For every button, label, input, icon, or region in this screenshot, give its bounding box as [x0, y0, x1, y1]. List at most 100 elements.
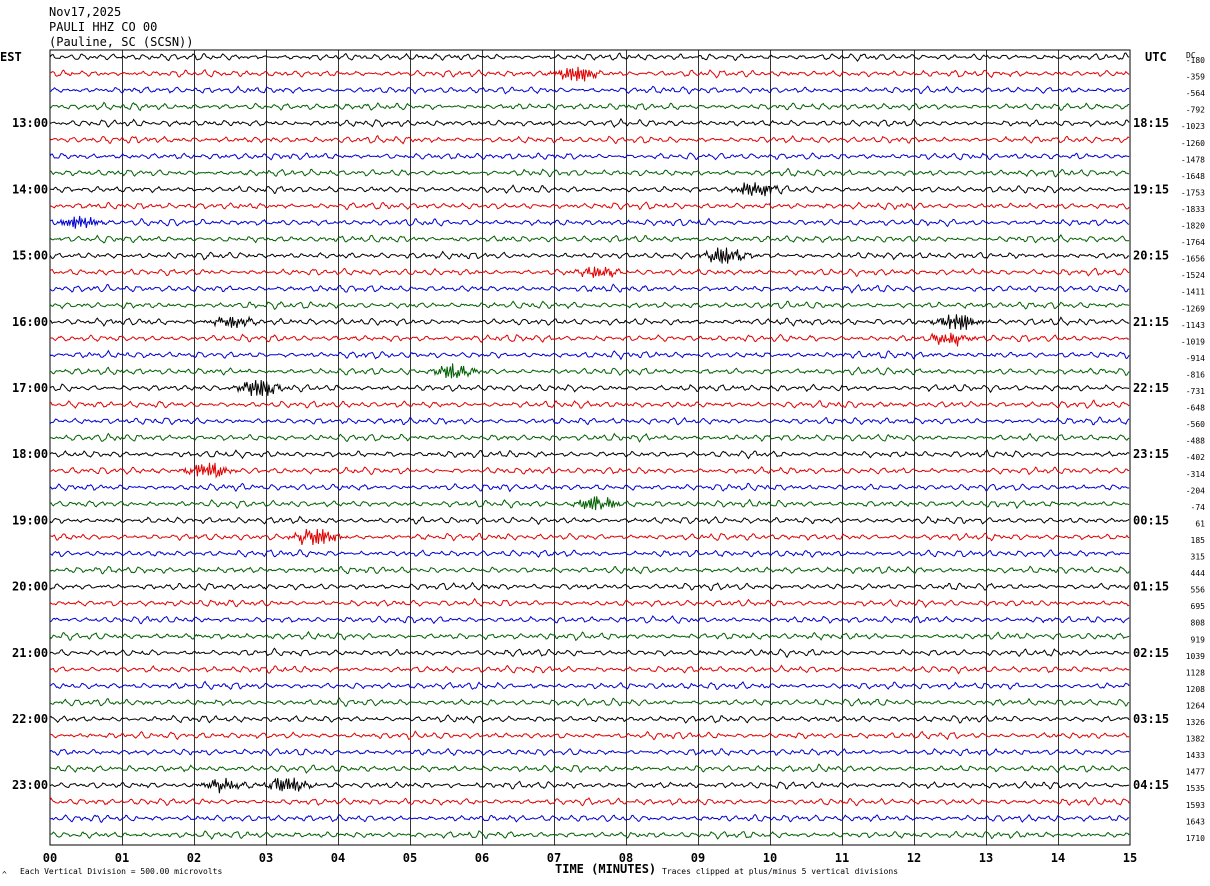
utc-hour-label: 20:15 [1133, 249, 1169, 263]
trace-line [49, 747, 1130, 757]
minute-tick-label: 15 [1123, 851, 1137, 865]
minute-tick-label: 00 [43, 851, 57, 865]
dc-offset-label: 1433 [1186, 751, 1205, 760]
dc-offset-label: -204 [1186, 486, 1205, 495]
trace-line [49, 101, 1130, 112]
dc-offset-label: 919 [1191, 635, 1206, 644]
minute-tick-label: 11 [835, 851, 849, 865]
dc-offset-label: -1019 [1181, 337, 1205, 346]
trace-line [49, 581, 1130, 592]
est-hour-label: 19:00 [12, 513, 48, 527]
trace-line [49, 349, 1130, 361]
est-hour-label: 15:00 [12, 249, 48, 263]
minute-tick-label: 14 [1051, 851, 1065, 865]
utc-hour-label: 19:15 [1133, 182, 1169, 196]
minute-tick-labels: 00 01 02 03 04 05 06 07 08 09 10 11 12 13 14 15 [43, 851, 1137, 865]
minute-tick-label: 07 [547, 851, 561, 865]
trace-line [49, 664, 1130, 675]
utc-timezone-label: UTC [1145, 50, 1167, 64]
minute-tick-label: 01 [115, 851, 129, 865]
dc-offset-label: 1382 [1186, 735, 1205, 744]
utc-hour-label: 01:15 [1133, 580, 1169, 594]
utc-hour-label: 00:15 [1133, 513, 1169, 527]
dc-offset-labels: -180 -359 -564 -792 -1023 -1260 -1478 -1648 -175… [1181, 56, 1205, 843]
dc-offset-label: 1535 [1186, 784, 1205, 793]
trace-line [49, 182, 1130, 197]
est-hour-label: 18:00 [12, 447, 48, 461]
trace-line [49, 697, 1130, 708]
est-hour-label: 16:00 [12, 315, 48, 329]
dc-offset-label: -1764 [1181, 238, 1205, 247]
dc-offset-label: -1656 [1181, 255, 1205, 264]
dc-offset-label: -1260 [1181, 139, 1205, 148]
dc-offset-label: -314 [1186, 470, 1205, 479]
dc-offset-label: 1643 [1186, 817, 1205, 826]
est-hour-label: 23:00 [12, 778, 48, 792]
dc-offset-label: 1128 [1186, 668, 1205, 677]
est-timezone-label: EST [0, 50, 22, 64]
clip-note: Traces clipped at plus/minus 5 vertical … [662, 867, 898, 876]
dc-offset-label: 61 [1195, 519, 1205, 528]
trace-line [49, 549, 1130, 558]
trace-line [49, 432, 1130, 443]
trace-line [49, 379, 1130, 397]
minute-tick-label: 05 [403, 851, 417, 865]
minute-tick-label: 10 [763, 851, 777, 865]
dc-offset-label: -488 [1186, 437, 1205, 446]
trace-line [49, 482, 1130, 493]
trace-line [49, 647, 1130, 659]
trace-line [49, 201, 1130, 211]
dc-offset-label: 556 [1191, 586, 1206, 595]
trace-line [49, 597, 1130, 609]
trace-line [49, 730, 1130, 741]
dc-offset-label: -180 [1186, 56, 1205, 65]
dc-offset-label: -402 [1186, 453, 1205, 462]
location-label: (Pauline, SC (SCSN)) [49, 35, 194, 49]
dc-offset-label: 315 [1191, 553, 1206, 562]
dc-offset-label: -564 [1186, 89, 1205, 98]
utc-hour-label: 18:15 [1133, 116, 1169, 130]
plot-frame [49, 49, 1131, 846]
utc-hour-label: 23:15 [1133, 447, 1169, 461]
dc-offset-label: 695 [1191, 602, 1206, 611]
trace-line [49, 777, 1130, 794]
minute-tick-label: 04 [331, 851, 345, 865]
dc-offset-label: 1710 [1186, 834, 1205, 843]
trace-line [49, 565, 1130, 575]
x-axis-title: TIME (MINUTES) [555, 862, 656, 876]
est-hour-label: 20:00 [12, 580, 48, 594]
est-hour-label: 14:00 [12, 182, 48, 196]
trace-line [49, 300, 1130, 310]
station-label: PAULI HHZ CO 00 [49, 20, 157, 34]
dc-offset-label: -731 [1186, 387, 1205, 396]
seismic-traces [49, 52, 1130, 840]
minute-tick-label: 03 [259, 851, 273, 865]
est-hour-labels: 13:00 14:00 15:00 16:00 17:00 18:00 19:00 20:00… [12, 116, 48, 792]
dc-offset-label: -914 [1186, 354, 1205, 363]
utc-hour-label: 02:15 [1133, 646, 1169, 660]
utc-hour-label: 22:15 [1133, 381, 1169, 395]
est-hour-label: 21:00 [12, 646, 48, 660]
trace-line [49, 247, 1130, 264]
dc-offset-label: -648 [1186, 404, 1205, 413]
trace-line [49, 399, 1130, 409]
date-label: Nov17,2025 [49, 5, 121, 19]
trace-line [49, 233, 1130, 244]
dc-offset-label: 1326 [1186, 718, 1205, 727]
minute-tick-label: 02 [187, 851, 201, 865]
trace-line [49, 680, 1130, 690]
dc-offset-label: -359 [1186, 73, 1205, 82]
trace-line [49, 134, 1130, 145]
dc-offset-label: -1023 [1181, 122, 1205, 131]
dc-offset-label: -1143 [1181, 321, 1205, 330]
dc-offset-label: -1833 [1181, 205, 1205, 214]
trace-line [49, 449, 1130, 460]
minute-tick-label: 09 [691, 851, 705, 865]
dc-offset-label: -1411 [1181, 288, 1205, 297]
est-hour-label: 22:00 [12, 712, 48, 726]
trace-line [49, 117, 1130, 129]
dc-offset-label: -74 [1191, 503, 1206, 512]
dc-offset-label: -1753 [1181, 188, 1205, 197]
trace-line [49, 813, 1130, 823]
trace-line [49, 152, 1130, 161]
